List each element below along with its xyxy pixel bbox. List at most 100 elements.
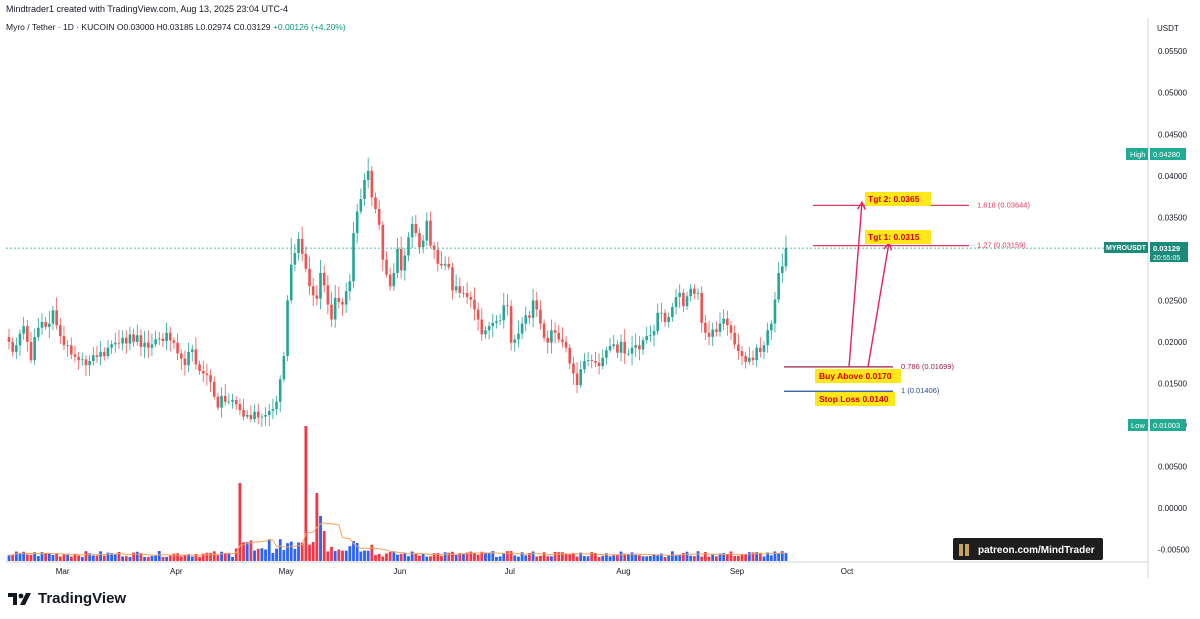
volume-bar — [176, 553, 179, 561]
volume-bar — [308, 544, 311, 561]
volume-bar — [403, 553, 407, 561]
volume-bar — [267, 540, 271, 561]
volume-bar — [77, 555, 81, 561]
volume-bar — [498, 556, 502, 561]
candle-body — [308, 268, 311, 287]
volume-bar — [777, 553, 781, 561]
volume-bar — [124, 556, 128, 561]
candle-body — [454, 286, 458, 291]
symbol-name: Myro / Tether · 1D · KUCOIN — [6, 22, 115, 32]
candle-body — [524, 315, 528, 324]
volume-bar — [264, 549, 267, 561]
volume-bar — [311, 541, 315, 561]
candle-body — [201, 370, 205, 374]
volume-bar — [561, 552, 564, 561]
volume-bar — [399, 553, 403, 561]
candle-body — [568, 347, 572, 364]
volume-bar — [172, 553, 176, 561]
candle-body — [29, 341, 33, 361]
volume-bar — [154, 555, 157, 561]
volume-bar — [337, 549, 341, 561]
candle-body — [128, 334, 132, 344]
patreon-icon-bar — [965, 544, 969, 556]
volume-bar — [575, 556, 579, 561]
volume-bar — [135, 551, 139, 561]
candles — [7, 157, 788, 427]
volume-bar — [762, 556, 766, 561]
candle-body — [722, 318, 725, 324]
volume-bar — [553, 551, 557, 561]
volume-bar — [88, 553, 92, 561]
tradingview-logo[interactable]: TradingView — [8, 590, 126, 607]
candle-body — [190, 349, 194, 352]
candle-body — [557, 332, 561, 340]
candle-body — [106, 347, 110, 357]
volume-bar — [766, 552, 770, 561]
stop-label-bg — [815, 392, 895, 406]
candle-body — [414, 223, 418, 234]
candle-body — [18, 333, 22, 346]
volume-bar — [703, 552, 707, 561]
price-tick-label: 0.04500 — [1158, 130, 1187, 139]
volume-bar — [293, 548, 297, 561]
candle-body — [583, 361, 586, 370]
candle-body — [480, 319, 484, 335]
volume-bar — [242, 542, 245, 561]
candle-body — [726, 318, 729, 326]
candle-body — [102, 351, 106, 357]
candle-body — [227, 401, 231, 403]
candle-body — [282, 356, 286, 380]
candle-body — [40, 321, 44, 328]
volume-bar — [440, 555, 443, 561]
volume-bar — [190, 556, 194, 561]
candle-body — [487, 326, 491, 331]
volume-bar — [590, 552, 594, 561]
volume-bar — [583, 556, 586, 561]
tgt2-label: Tgt 2: 0.0365 — [865, 192, 931, 206]
volume-bar — [729, 551, 733, 561]
candle-body — [715, 329, 718, 332]
candle-body — [84, 359, 88, 366]
volume-bar — [396, 554, 399, 561]
volume-bar — [44, 553, 48, 561]
candle-body — [70, 345, 73, 355]
volume-bar — [249, 540, 253, 561]
volume-bar — [227, 552, 231, 561]
volume-bar — [506, 551, 509, 561]
tgt2-label-text: Tgt 2: 0.0365 — [868, 194, 920, 204]
target-arrows — [848, 200, 893, 368]
price-axis-panel[interactable] — [1148, 18, 1200, 578]
volume-bar — [491, 551, 495, 561]
candle-body — [572, 363, 575, 374]
volume-bar — [102, 555, 106, 561]
watermark-text: patreon.com/MindTrader — [978, 545, 1095, 556]
volume-bar — [692, 556, 696, 561]
volume-bar — [348, 546, 352, 561]
volume-bar — [198, 556, 201, 561]
volume-bar — [183, 555, 187, 561]
candle-body — [198, 364, 201, 371]
ohlc-close: C0.03129 — [233, 22, 271, 32]
price-tick-label: 0.02000 — [1158, 338, 1187, 347]
candle-body — [506, 305, 509, 307]
candle-body — [517, 333, 520, 340]
volume-bar — [139, 553, 143, 561]
volume-bar — [194, 554, 198, 561]
candle-body — [619, 341, 623, 353]
candle-body — [392, 272, 396, 287]
candle-body — [762, 345, 766, 352]
volume-bar — [685, 551, 689, 561]
volume-bar — [286, 543, 289, 561]
candle-body — [91, 355, 95, 362]
attribution-text: Mindtrader1 created with TradingView.com… — [6, 4, 288, 14]
stop-label: Stop Loss 0.0140 — [815, 392, 895, 406]
candle-body — [476, 309, 480, 320]
volume-bar — [443, 552, 447, 561]
candle-body — [374, 197, 377, 210]
buy-label-text: Buy Above 0.0170 — [819, 371, 892, 381]
patreon-watermark[interactable]: patreon.com/MindTrader — [953, 538, 1103, 560]
candle-body — [652, 331, 656, 336]
volume-bar — [80, 556, 84, 561]
candle-body — [110, 344, 113, 348]
